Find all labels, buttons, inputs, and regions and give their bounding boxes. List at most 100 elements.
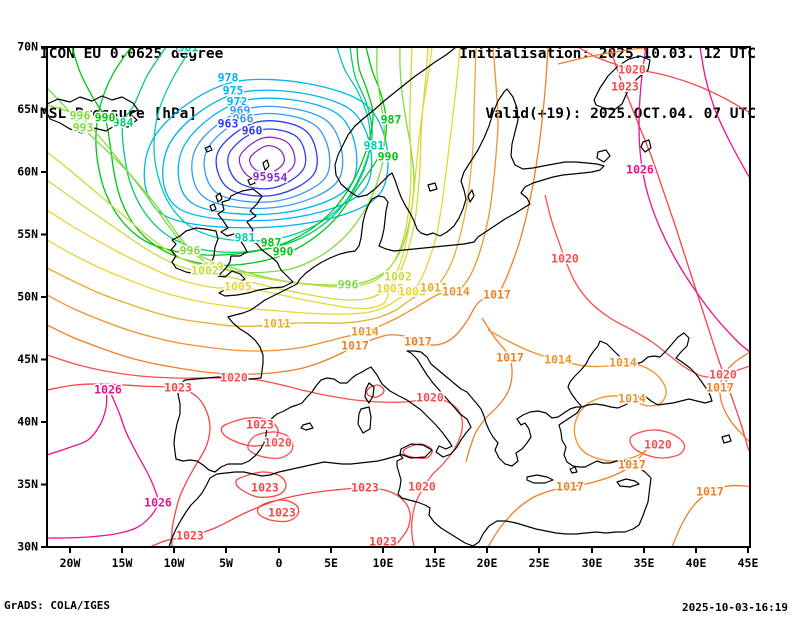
isobar-label-978: 978: [218, 71, 239, 85]
isobar-label-1017: 1017: [618, 458, 646, 472]
isobar-label-1017: 1017: [696, 485, 724, 499]
isobar-984: [121, 47, 373, 253]
coastline-island: [247, 177, 256, 186]
lon-tick-label: 15E: [425, 556, 446, 570]
isobar-contours: [47, 47, 750, 547]
isobar-label-1017: 1017: [483, 288, 511, 302]
coastline-island: [616, 478, 640, 488]
isobar-label-1020: 1020: [408, 480, 436, 494]
isobar-1023: [220, 417, 279, 447]
isobar-label-1002: 1002: [191, 264, 219, 278]
isobar-1011: [47, 47, 477, 327]
lat-tick-label: 35N: [17, 477, 38, 491]
isobar-1026: [638, 47, 750, 353]
lon-tick-label: 35E: [634, 556, 655, 570]
lon-tick-label: 5E: [324, 556, 338, 570]
isobar-label-1023: 1023: [176, 529, 204, 543]
lon-tick-label: 10W: [164, 556, 185, 570]
isobar-1023: [235, 471, 287, 498]
lon-tick-label: 0: [276, 556, 283, 570]
isobar-label-954: 954: [267, 171, 288, 185]
grads-credit: GrADS: COLA/IGES: [4, 599, 110, 612]
isobar-1017: [557, 47, 653, 65]
coastline-island: [262, 159, 270, 171]
isobar-1023: [47, 383, 211, 547]
isobar-1023: [256, 499, 300, 523]
isobar-966: [203, 112, 331, 203]
isobar-label-969: 969: [230, 104, 251, 118]
isobar-975: [162, 89, 373, 222]
isobar-label-1023: 1023: [246, 418, 274, 432]
isobar-label-960: 960: [242, 124, 263, 138]
lon-tick-label: 25E: [529, 556, 550, 570]
isobar-1002: [47, 47, 429, 301]
isobar-1023: [366, 384, 385, 398]
isobar-label-1020: 1020: [618, 63, 646, 77]
coastline-island: [300, 422, 314, 431]
isobar-1017: [719, 351, 750, 443]
isobar-978: [143, 78, 389, 229]
lat-tick-label: 60N: [17, 165, 38, 179]
isobar-label-1014: 1014: [442, 285, 470, 299]
isobar-1020: [247, 431, 294, 459]
isobar-label-1014: 1014: [351, 325, 379, 339]
isobar-label-966: 966: [233, 112, 254, 126]
isobar-label-981: 981: [235, 231, 256, 245]
coastline-island: [399, 443, 433, 459]
coastline-island: [596, 149, 611, 163]
isobar-label-993: 993: [73, 121, 94, 135]
coastline-island: [721, 434, 732, 444]
isobar-960: [227, 128, 307, 190]
isobar-label-1017: 1017: [556, 480, 584, 494]
isobar-987: [95, 47, 374, 256]
isobar-1005: [47, 47, 433, 310]
isobar-label-996: 996: [70, 109, 91, 123]
coastline-island: [357, 406, 372, 434]
isobar-981: [153, 47, 371, 242]
isobar-label-1017: 1017: [404, 335, 432, 349]
axis-ticks: 70N 65N 60N 55N 50N 45N 40N 35N 30N 20W 15W 10W 5W 0 5…: [17, 40, 758, 570]
isobar-label-999: 999: [203, 260, 224, 274]
isobar-label-1023: 1023: [351, 481, 379, 495]
lat-tick-label: 30N: [17, 540, 38, 554]
lon-tick-label: 20E: [477, 556, 498, 570]
isobar-label-990: 990: [95, 111, 116, 125]
isobar-label-996: 996: [338, 278, 359, 292]
isobar-label-1017: 1017: [341, 339, 369, 353]
isobar-954: [248, 145, 285, 174]
isobar-1023: [149, 487, 411, 547]
isobar-label-990: 990: [273, 245, 294, 259]
isobar-963: [215, 120, 318, 197]
valid-time: Valid(+19): 2025.OCT.04. 07 UTC: [485, 106, 756, 122]
isobar-1014: [47, 47, 499, 352]
isobar-label-1020: 1020: [220, 371, 248, 385]
isobar-1023: [609, 47, 750, 453]
isobar-label-981: 981: [178, 41, 199, 55]
isobar-label-990: 990: [378, 150, 399, 164]
isobar-957: [238, 136, 296, 182]
isobar-1020: [544, 194, 750, 378]
isobar-label-1023: 1023: [164, 381, 192, 395]
coastline-island: [215, 192, 223, 203]
isobar-label-1023: 1023: [251, 481, 279, 495]
creation-timestamp: 2025-10-03-16:19: [682, 601, 788, 614]
isobar-1026: [699, 47, 750, 179]
lat-tick-label: 55N: [17, 227, 38, 241]
isobar-label-1014: 1014: [618, 392, 646, 406]
lat-tick-label: 40N: [17, 415, 38, 429]
isobar-label-981: 981: [364, 139, 385, 153]
coastline-island: [170, 227, 219, 275]
isobar-label-1011: 1011: [263, 317, 291, 331]
isobar-label-1020: 1020: [644, 438, 672, 452]
isobar-label-1026: 1026: [144, 496, 172, 510]
isobar-label-963: 963: [218, 117, 239, 131]
isobar-label-1023: 1023: [611, 80, 639, 94]
isobar-1020: [629, 429, 686, 459]
lon-tick-label: 10E: [373, 556, 394, 570]
lon-tick-label: 5W: [219, 556, 233, 570]
isobar-label-1014: 1014: [544, 353, 572, 367]
lon-tick-label: 30E: [582, 556, 603, 570]
